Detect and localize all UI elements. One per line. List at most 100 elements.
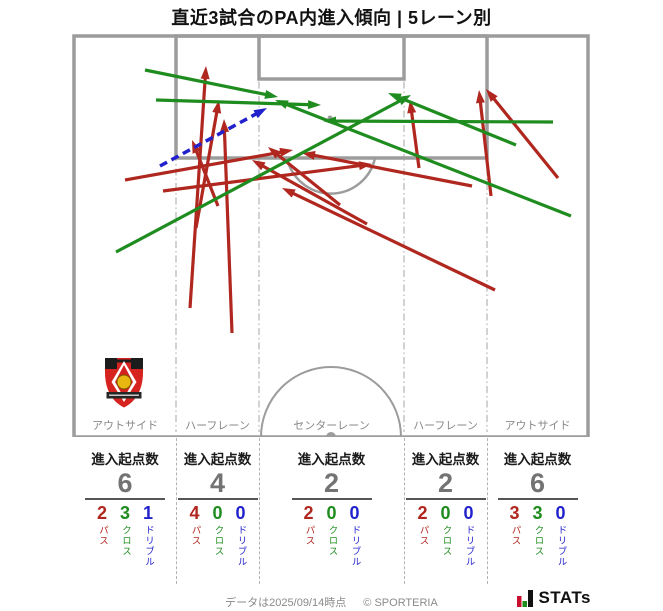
column-separator bbox=[487, 438, 488, 584]
pass-arrowhead bbox=[252, 160, 266, 171]
entry-origins-label: 進入起点数 bbox=[503, 452, 572, 467]
cross-label: クロス bbox=[212, 525, 224, 557]
lane-label-5: アウトサイド bbox=[505, 419, 571, 432]
pass-arrow bbox=[289, 190, 496, 292]
cross-label: クロス bbox=[440, 525, 452, 557]
stat-rule bbox=[177, 498, 258, 500]
pass-arrowhead bbox=[279, 147, 293, 157]
lane-label-1: アウトサイド bbox=[92, 419, 158, 432]
cross-count: 3 bbox=[119, 503, 130, 523]
pass-label: パス bbox=[417, 525, 429, 546]
dribble-count: 0 bbox=[463, 503, 474, 523]
footer-copyright: © SPORTERIA bbox=[363, 597, 438, 609]
pass-arrow bbox=[409, 108, 421, 169]
entry-origins-count: 6 bbox=[529, 468, 546, 498]
dribble-count: 0 bbox=[349, 503, 360, 523]
pass-label: パス bbox=[509, 525, 521, 546]
pass-arrowhead bbox=[475, 90, 485, 104]
dribble-arrow bbox=[159, 110, 260, 168]
cross-arrow bbox=[282, 101, 572, 218]
cross-arrow bbox=[115, 97, 404, 254]
pass-arrow bbox=[259, 162, 368, 226]
stat-column-halfspace-left: 進入起点数 4 4 パス 0 クロス 0 ドリブル bbox=[176, 438, 259, 586]
dribble-label: ドリブル bbox=[349, 525, 361, 567]
pass-arrow bbox=[162, 163, 364, 193]
cross-arrowhead bbox=[264, 90, 278, 99]
lane-label-4: ハーフレーン bbox=[413, 420, 478, 432]
column-separator bbox=[404, 438, 405, 584]
entry-origins-label: 進入起点数 bbox=[297, 452, 366, 467]
cross-arrow bbox=[395, 94, 517, 147]
cross-arrowhead bbox=[307, 100, 321, 110]
dribble-arrowhead bbox=[253, 108, 267, 119]
bar-chart-icon bbox=[517, 589, 534, 607]
pass-label: パス bbox=[189, 525, 201, 546]
pass-arrow bbox=[124, 150, 285, 182]
cross-count: 3 bbox=[532, 503, 543, 523]
pass-arrow bbox=[222, 127, 234, 334]
stat-rule bbox=[291, 498, 372, 500]
cross-count: 0 bbox=[440, 503, 451, 523]
cross-arrowhead bbox=[275, 100, 289, 109]
stat-rule bbox=[497, 498, 578, 500]
cross-arrow bbox=[144, 68, 270, 97]
entry-origins-label: 進入起点数 bbox=[411, 452, 480, 467]
center-circle bbox=[260, 366, 402, 437]
stat-rule bbox=[405, 498, 486, 500]
footer-note: データは2025/09/14時点 bbox=[225, 597, 347, 609]
dribble-count: 0 bbox=[235, 503, 246, 523]
entry-origins-label: 進入起点数 bbox=[91, 452, 159, 467]
dribble-label: ドリブル bbox=[143, 525, 154, 567]
pass-arrowhead bbox=[219, 119, 229, 133]
pass-label: パス bbox=[303, 525, 315, 546]
stat-column-outside-right: 進入起点数 6 3 パス 3 クロス 0 ドリブル bbox=[487, 438, 588, 586]
stats-brand-logo: STATs bbox=[516, 588, 591, 608]
pitch-markings bbox=[72, 34, 590, 437]
pass-label: パス bbox=[97, 525, 108, 546]
footer: データは2025/09/14時点 © SPORTERIA STATs bbox=[0, 588, 663, 610]
pass-arrowhead bbox=[200, 66, 210, 80]
pass-arrow bbox=[188, 74, 208, 309]
column-separator bbox=[176, 438, 177, 584]
lane-stats-panel: 進入起点数 6 2 パス 3 クロス 1 ドリブル 進入起点数 4 4 パス 0 クロス … bbox=[0, 438, 663, 586]
pass-arrowhead bbox=[486, 89, 498, 102]
entry-origins-count: 2 bbox=[323, 468, 340, 498]
pass-count: 2 bbox=[303, 503, 314, 523]
cross-arrowhead bbox=[388, 93, 402, 103]
cross-label: クロス bbox=[120, 525, 131, 557]
cross-count: 0 bbox=[212, 503, 223, 523]
dribble-label: ドリブル bbox=[463, 525, 475, 567]
chart-title: 直近3試合のPA内進入傾向 | 5レーン別 bbox=[171, 8, 492, 28]
pitch-svg: アウトサイド ハーフレーン センターレーン ハーフレーン アウトサイド bbox=[72, 34, 590, 437]
entry-origins-count: 2 bbox=[437, 468, 454, 498]
dribble-label: ドリブル bbox=[235, 525, 247, 567]
lane-dividers bbox=[175, 38, 488, 432]
pass-arrow bbox=[490, 94, 560, 180]
goal-area bbox=[257, 34, 406, 81]
pass-arrow bbox=[310, 153, 473, 188]
entry-origins-count: 4 bbox=[209, 468, 226, 498]
team-logo bbox=[105, 358, 143, 408]
pass-count: 2 bbox=[417, 503, 428, 523]
lane-labels: アウトサイド ハーフレーン センターレーン ハーフレーン アウトサイド bbox=[92, 419, 571, 432]
stat-column-center: 進入起点数 2 2 パス 0 クロス 0 ドリブル bbox=[259, 438, 404, 586]
arrows-layer bbox=[115, 66, 572, 334]
lane-label-3: センターレーン bbox=[293, 419, 369, 432]
cross-arrow bbox=[331, 119, 554, 124]
dribble-label: ドリブル bbox=[555, 525, 567, 567]
pass-arrowhead bbox=[302, 151, 316, 160]
dribble-count: 1 bbox=[142, 503, 153, 523]
cross-label: クロス bbox=[532, 525, 544, 557]
entry-origins-label: 進入起点数 bbox=[183, 452, 252, 467]
pass-arrow bbox=[478, 98, 493, 197]
pass-arrowhead bbox=[268, 147, 281, 159]
cross-count: 0 bbox=[326, 503, 337, 523]
pass-arrow bbox=[193, 147, 220, 207]
pass-count: 3 bbox=[509, 503, 520, 523]
center-spot bbox=[326, 432, 336, 437]
pitch-boundary bbox=[72, 34, 590, 437]
stat-column-halfspace-right: 進入起点数 2 2 パス 0 クロス 0 ドリブル bbox=[404, 438, 487, 586]
cross-label: クロス bbox=[326, 525, 338, 557]
pass-count: 4 bbox=[189, 503, 200, 523]
